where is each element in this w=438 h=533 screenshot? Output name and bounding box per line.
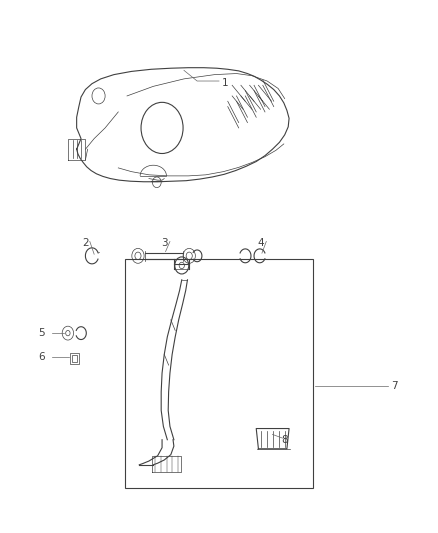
Bar <box>125 259 313 488</box>
Text: 2: 2 <box>82 238 89 247</box>
Bar <box>70 353 79 364</box>
Text: 4: 4 <box>257 238 264 247</box>
Bar <box>71 354 78 362</box>
Text: 3: 3 <box>161 238 168 247</box>
Text: 1: 1 <box>222 78 229 87</box>
Text: 7: 7 <box>391 382 398 391</box>
Text: 8: 8 <box>281 435 288 445</box>
Text: 5: 5 <box>38 328 45 338</box>
Text: 6: 6 <box>38 352 45 362</box>
